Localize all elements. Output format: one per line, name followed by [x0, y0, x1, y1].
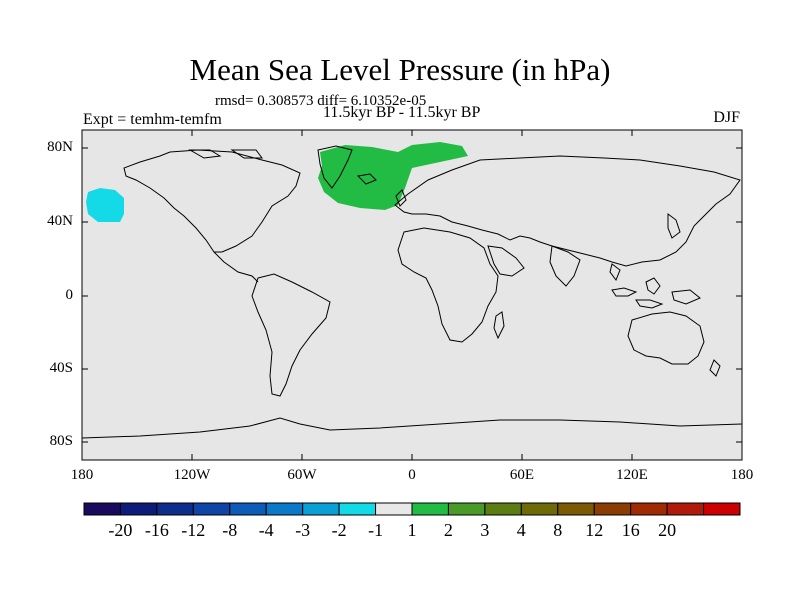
positive-anomaly-region	[318, 142, 468, 210]
y-axis-ticks	[82, 147, 742, 443]
x-tick-label-60e: 60E	[509, 467, 535, 483]
colorbar-label: -12	[181, 520, 206, 540]
colorbar-label: -3	[295, 520, 311, 540]
coastlines	[81, 145, 743, 439]
colorbar-swatch	[119, 502, 158, 516]
map-frame	[81, 129, 743, 461]
colorbar-label: 16	[621, 520, 640, 540]
colorbar-label: -20	[108, 520, 133, 540]
colorbar-label: 2	[443, 520, 453, 540]
colorbar-swatch	[411, 502, 449, 516]
colorbar	[83, 502, 741, 516]
y-tick-label-80n: 80N	[47, 139, 73, 155]
colorbar-swatch	[302, 502, 340, 516]
x-tick-label-60w: 60W	[287, 467, 317, 483]
colorbar-swatch	[192, 502, 231, 516]
negative-anomaly-region	[86, 188, 124, 222]
y-tick-label-80s: 80S	[49, 433, 73, 449]
colorbar-swatch	[666, 502, 705, 516]
x-tick-label-120w: 120W	[173, 467, 211, 483]
stats-text: rmsd= 0.308573 diff= 6.10352e-05	[215, 93, 427, 109]
colorbar-label: -1	[368, 520, 384, 540]
colorbar-label: 1	[407, 520, 417, 540]
x-tick-label-180w: 180	[70, 467, 94, 483]
colorbar-swatch	[229, 502, 267, 516]
y-tick-label-40s: 40S	[49, 360, 73, 376]
colorbar-swatch	[703, 502, 741, 516]
colorbar-label: 12	[585, 520, 604, 540]
colorbar-swatch	[265, 502, 304, 516]
colorbar-swatch	[338, 502, 377, 516]
colorbar-label: -16	[144, 520, 169, 540]
colorbar-swatch	[630, 502, 668, 516]
colorbar-label: -4	[258, 520, 274, 540]
x-axis-ticks	[81, 130, 743, 460]
colorbar-swatch	[593, 502, 632, 516]
x-tick-label-120e: 120E	[616, 467, 648, 483]
colorbar-swatch	[375, 502, 413, 516]
colorbar-swatch	[83, 502, 121, 516]
colorbar-label: -2	[331, 520, 347, 540]
y-tick-label-40n: 40N	[47, 213, 73, 229]
season-label: DJF	[713, 109, 740, 126]
colorbar-swatch	[156, 502, 194, 516]
colorbar-label: 20	[658, 520, 677, 540]
colorbar-label: 8	[553, 520, 563, 540]
colorbar-swatch	[520, 502, 559, 516]
colorbar-swatch	[557, 502, 595, 516]
y-tick-label-0: 0	[65, 287, 74, 303]
x-tick-label-0: 0	[408, 467, 416, 483]
experiment-label: Expt = temhm-temfm	[83, 111, 222, 128]
colorbar-label: 3	[480, 520, 490, 540]
map-title: Mean Sea Level Pressure (in hPa)	[189, 52, 611, 87]
colorbar-label: -8	[222, 520, 238, 540]
colorbar-label: 4	[516, 520, 526, 540]
colorbar-swatch	[484, 502, 522, 516]
colorbar-swatch	[447, 502, 486, 516]
x-tick-label-180e: 180	[730, 467, 754, 483]
period-label: 11.5kyr BP - 11.5kyr BP	[323, 104, 481, 121]
